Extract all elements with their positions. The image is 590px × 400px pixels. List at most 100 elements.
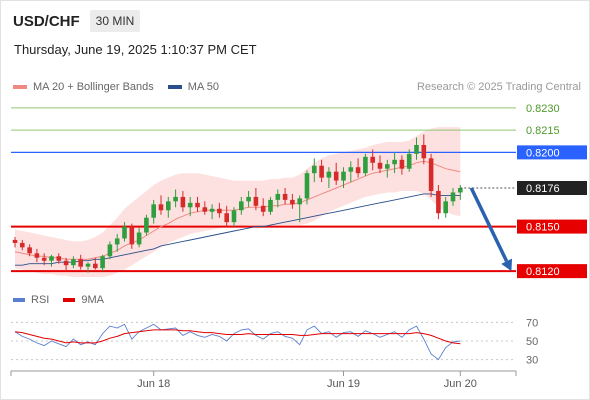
candle-body-46 (348, 167, 354, 172)
candle-body-35 (268, 199, 273, 212)
candle-body-60 (450, 192, 456, 202)
last-price-tag (517, 181, 587, 195)
candle-body-42 (319, 165, 324, 178)
legend-item-9ma: 9MA (63, 294, 104, 306)
last-price-label: 0.8176 (526, 183, 560, 195)
candle-body-53 (399, 159, 405, 169)
level-label-2: 0.8200 (526, 147, 560, 159)
level-label-4: 0.8120 (526, 266, 560, 278)
x-tick-label-0: Jun 18 (137, 378, 170, 390)
bollinger-band-area (15, 127, 461, 278)
candle-body-20 (158, 204, 164, 211)
level-label-1: 0.8215 (526, 125, 560, 137)
ma50-line (15, 193, 461, 266)
candle-body-22 (173, 196, 178, 202)
candle-body-34 (260, 205, 266, 212)
symbol-title: USD/CHF (13, 12, 80, 30)
candle-body-49 (370, 156, 375, 163)
forecast-arrow-head (501, 258, 513, 272)
candle-body-15 (122, 226, 127, 239)
candle-body-13 (107, 244, 113, 257)
timeframe-button[interactable]: 30 MIN (89, 10, 141, 32)
candle-body-4 (41, 257, 47, 261)
candle-body-56 (421, 144, 427, 159)
x-tick-label-1: Jun 19 (327, 378, 360, 390)
ma20-line (14, 160, 461, 260)
candle-body-21 (166, 201, 171, 211)
candle-body-54 (406, 153, 412, 169)
candle-body-7 (63, 260, 69, 266)
rsi-line (14, 323, 461, 361)
candle-body-19 (151, 204, 156, 218)
chart-header: USD/CHF 30 MIN (13, 10, 141, 32)
forecast-arrow-shaft (469, 187, 509, 262)
candle-body-8 (71, 259, 76, 266)
candle-body-51 (385, 164, 390, 169)
candle-body-43 (326, 171, 332, 178)
candle-body-23 (180, 196, 186, 208)
legend-item-ma50: MA 50 (167, 81, 219, 93)
candle-body-47 (355, 167, 361, 174)
rsi-tick-2: 30 (526, 355, 538, 367)
candle-body-31 (239, 201, 244, 211)
candle-body-52 (392, 159, 397, 165)
candle-body-6 (56, 256, 62, 261)
candle-body-48 (363, 156, 368, 174)
candle-body-10 (85, 263, 91, 267)
candle-body-38 (290, 199, 295, 205)
candle-body-40 (304, 173, 310, 199)
rsi-ma9-line (14, 329, 461, 345)
candle-body-37 (282, 193, 288, 200)
candle-body-14 (114, 238, 120, 245)
ma20-label: MA 20 + Bollinger Bands (33, 81, 154, 93)
candle-body-33 (253, 196, 259, 206)
candle-body-16 (129, 226, 135, 245)
rsi-legend: RSI 9MA (13, 294, 118, 306)
candle-body-26 (202, 207, 208, 212)
price-legend: MA 20 + Bollinger Bands MA 50 (13, 81, 233, 93)
rsi-tick-0: 70 (526, 317, 538, 329)
ma20-swatch (13, 85, 27, 89)
level-label-3: 0.8150 (526, 222, 560, 234)
candle-body-57 (428, 158, 434, 191)
candle-body-17 (136, 232, 142, 245)
research-credit: Research © 2025 Trading Central (416, 81, 581, 93)
candle-body-61 (458, 188, 463, 193)
candle-body-58 (436, 190, 441, 214)
candle-body-9 (78, 259, 83, 267)
candle-body-18 (144, 217, 149, 233)
candle-body-1 (20, 242, 25, 248)
candle-body-55 (414, 144, 419, 154)
candle-body-27 (209, 208, 215, 212)
candle-body-36 (275, 193, 281, 200)
candle-body-50 (377, 162, 383, 169)
candle-body-39 (297, 198, 302, 205)
rsi-label: RSI (31, 294, 50, 306)
candle-body-0 (12, 239, 18, 243)
ma50-label: MA 50 (187, 81, 219, 93)
candle-body-5 (49, 256, 54, 261)
candle-body-59 (443, 201, 448, 214)
x-tick-label-2: Jun 20 (444, 378, 477, 390)
candle-body-24 (187, 202, 193, 208)
candle-body-25 (195, 202, 200, 208)
candle-body-32 (246, 196, 251, 202)
candle-body-11 (93, 263, 98, 269)
level-label-0: 0.8230 (526, 103, 560, 115)
candle-body-12 (100, 256, 105, 269)
candle-body-44 (333, 171, 339, 181)
legend-item-rsi: RSI (13, 294, 49, 306)
ma9-label: 9MA (81, 294, 104, 306)
candle-body-3 (34, 253, 40, 258)
candle-body-30 (231, 210, 237, 223)
ma50-swatch (167, 85, 182, 89)
ma9-swatch (63, 298, 76, 302)
candle-body-2 (27, 247, 32, 254)
legend-item-ma20: MA 20 + Bollinger Bands (13, 81, 154, 93)
candle-body-28 (217, 208, 222, 214)
level-tag-4 (517, 264, 587, 279)
chart-datetime: Thursday, June 19, 2025 1:10:37 PM CET (14, 42, 257, 57)
level-tag-2 (517, 145, 587, 160)
candle-body-45 (341, 171, 346, 181)
